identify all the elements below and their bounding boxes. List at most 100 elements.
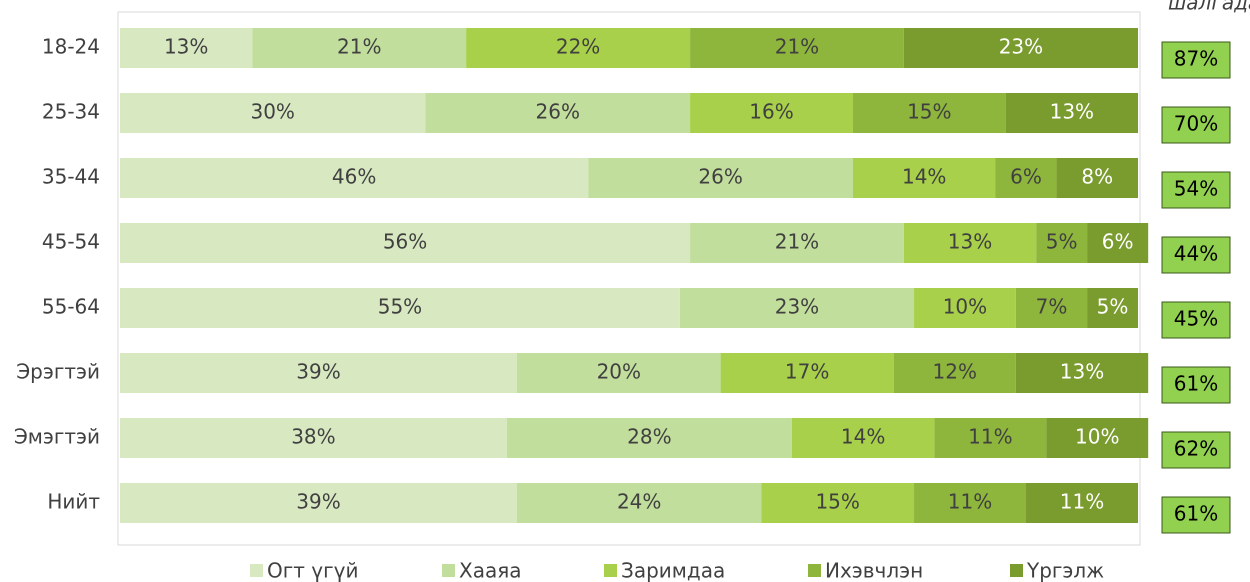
- bar-segment: [934, 418, 1047, 458]
- data-label: 26%: [698, 165, 742, 189]
- data-label: 21%: [775, 35, 819, 59]
- total-box: [1161, 106, 1231, 144]
- bar-segment: [690, 223, 904, 263]
- data-label: 23%: [999, 35, 1043, 59]
- total-label: 62%: [1174, 437, 1218, 461]
- y-tick-label: 55-64: [42, 295, 100, 319]
- total-label: 54%: [1174, 177, 1218, 201]
- data-label: 46%: [332, 165, 376, 189]
- data-label: 21%: [775, 230, 819, 254]
- data-label: 17%: [785, 360, 829, 384]
- data-label: 15%: [907, 100, 951, 124]
- bar-segment: [120, 353, 518, 393]
- bar-segment: [1015, 288, 1088, 328]
- legend-label: Ихэвчлэн: [825, 559, 923, 582]
- data-label: 21%: [337, 35, 381, 59]
- bar-segment: [120, 28, 253, 68]
- bar-segment: [995, 158, 1057, 198]
- data-label: 13%: [1060, 360, 1104, 384]
- bar-segment: [252, 28, 467, 68]
- data-label: 16%: [749, 100, 793, 124]
- total-box: [1161, 496, 1231, 534]
- data-label: 6%: [1102, 230, 1134, 254]
- data-label: 5%: [1046, 230, 1078, 254]
- bar-segment: [679, 288, 915, 328]
- total-box: [1161, 431, 1231, 469]
- bar-segment: [1036, 223, 1088, 263]
- legend-label: Огт үгүй: [267, 559, 358, 582]
- bar-segment: [690, 93, 853, 133]
- bar-segment: [1015, 353, 1149, 393]
- total-label: 45%: [1174, 307, 1218, 331]
- bar-segment: [1046, 418, 1149, 458]
- data-label: 12%: [933, 360, 977, 384]
- bar-segment: [893, 353, 1016, 393]
- data-label: 13%: [164, 35, 208, 59]
- bar-segment: [120, 288, 680, 328]
- total-label: 44%: [1174, 242, 1218, 266]
- bar-segment: [903, 28, 1138, 68]
- y-tick-label: Нийт: [47, 490, 100, 514]
- data-label: 8%: [1081, 165, 1113, 189]
- total-box: [1161, 171, 1231, 209]
- data-label: 39%: [296, 360, 340, 384]
- bar-segment: [914, 288, 1016, 328]
- bar-segment: [517, 353, 721, 393]
- bar-segment: [120, 93, 426, 133]
- y-tick-label: Эрэгтэй: [16, 360, 100, 384]
- data-label: 15%: [815, 490, 859, 514]
- bar-segment: [690, 28, 904, 68]
- bar-segment: [852, 93, 1006, 133]
- bar-segment: [120, 223, 691, 263]
- total-label: 61%: [1174, 502, 1218, 526]
- data-label: 30%: [250, 100, 294, 124]
- data-label: 55%: [378, 295, 422, 319]
- legend-label: Хааяа: [459, 559, 522, 582]
- y-tick-label: 35-44: [42, 165, 100, 189]
- data-label: 14%: [841, 425, 885, 449]
- data-label: 11%: [1060, 490, 1104, 514]
- legend-swatch: [808, 564, 821, 577]
- y-tick-label: 45-54: [42, 230, 100, 254]
- bar-segment: [588, 158, 853, 198]
- data-label: 24%: [617, 490, 661, 514]
- bar-segment: [1026, 483, 1138, 523]
- bar-segment: [120, 418, 507, 458]
- bar-segment: [1087, 223, 1149, 263]
- legend-swatch: [250, 564, 263, 577]
- bar-segment: [466, 28, 691, 68]
- data-label: 39%: [296, 490, 340, 514]
- y-tick-label: Эмэгтэй: [14, 425, 100, 449]
- total-box: [1161, 236, 1231, 274]
- legend-label: Үргэлж: [1026, 559, 1104, 582]
- data-label: 13%: [948, 230, 992, 254]
- bar-segment: [425, 93, 691, 133]
- data-label: 23%: [775, 295, 819, 319]
- bar-segment: [1056, 158, 1138, 198]
- data-label: 28%: [627, 425, 671, 449]
- data-label: 11%: [968, 425, 1012, 449]
- bar-segment: [506, 418, 792, 458]
- y-tick-label: 18-24: [42, 35, 100, 59]
- plot-frame: [117, 11, 1141, 546]
- bar-segment: [1005, 93, 1138, 133]
- total-label: 70%: [1174, 112, 1218, 136]
- data-label: 7%: [1036, 295, 1068, 319]
- legend-swatch: [604, 564, 617, 577]
- data-label: 10%: [1075, 425, 1119, 449]
- bar-segment: [852, 158, 996, 198]
- legend-swatch: [1010, 564, 1023, 577]
- bar-segment: [761, 483, 915, 523]
- legend-label: Заримдаа: [621, 559, 725, 582]
- bar-segment: [1087, 288, 1138, 328]
- data-label: 10%: [943, 295, 987, 319]
- y-tick-label: 25-34: [42, 100, 100, 124]
- total-box: [1161, 366, 1231, 404]
- annotation: шалгадаг: [1168, 0, 1250, 15]
- total-label: 87%: [1174, 47, 1218, 71]
- data-label: 13%: [1050, 100, 1094, 124]
- total-box: [1161, 301, 1231, 339]
- data-label: 26%: [536, 100, 580, 124]
- bar-segment: [903, 223, 1037, 263]
- data-label: 6%: [1010, 165, 1042, 189]
